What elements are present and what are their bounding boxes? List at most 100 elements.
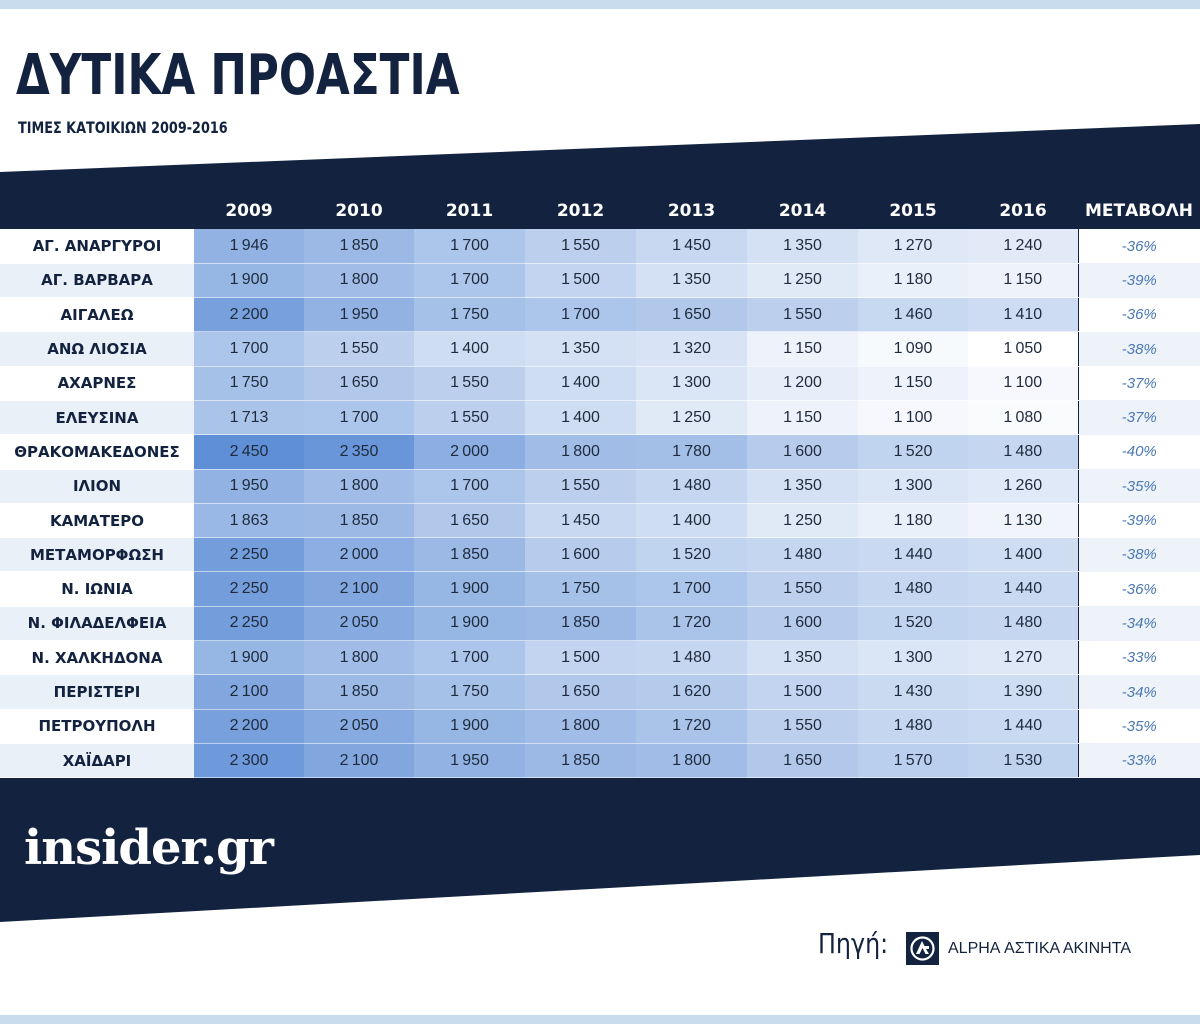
table-row: Ν. ΙΩΝΙΑ 2 250 2 100 1 900 1 750 1 700 1 550 1 …	[0, 571, 1200, 607]
price-table: 2009 2010 2011 2012 2013 2014 2015 2016 ΜΕΤΑΒΟΛΗ…	[0, 193, 1200, 779]
price-cell: 1 480	[968, 606, 1078, 642]
price-cell: 1 270	[858, 229, 968, 264]
price-cell: 1 150	[968, 263, 1078, 299]
suburb-name: ΠΕΡΙΣΤΕΡΙ	[0, 674, 194, 710]
price-cell: 1 400	[968, 537, 1078, 573]
header-band	[0, 124, 1200, 230]
price-cell: 2 450	[194, 434, 304, 470]
price-cell: 1 800	[636, 743, 747, 779]
suburb-name: ΑΓ. ΒΑΡΒΑΡΑ	[0, 263, 194, 299]
column-header: 2011	[445, 201, 494, 221]
footer-band	[0, 775, 1200, 922]
page-title: ΔΥΤΙΚΑ ΠΡΟΑΣΤΙΑ	[16, 43, 460, 108]
price-cell: 1 650	[747, 743, 858, 779]
price-cell: 1 500	[525, 263, 636, 299]
price-cell: 1 950	[414, 743, 525, 779]
brand-logo: insider.gr	[24, 820, 274, 876]
price-cell: 1 410	[968, 297, 1078, 333]
column-header: 2016	[999, 201, 1047, 221]
price-cell: 1 180	[858, 263, 968, 299]
price-cell: 1 100	[858, 400, 968, 436]
price-cell: 2 300	[194, 743, 304, 779]
price-cell: 1 550	[525, 469, 636, 504]
change-cell: -33%	[1077, 640, 1200, 675]
price-cell: 1 480	[636, 640, 747, 676]
change-cell: -37%	[1077, 366, 1200, 401]
change-column-header: ΜΕΤΑΒΟΛΗ	[1084, 201, 1194, 221]
price-cell: 1 480	[636, 469, 747, 504]
change-cell: -36%	[1077, 297, 1200, 332]
suburb-name: ΑΓ. ΑΝΑΡΓΥΡΟΙ	[0, 229, 194, 264]
price-cell: 1 800	[304, 640, 414, 676]
price-cell: 1 520	[858, 606, 968, 642]
price-cell: 1 150	[747, 400, 858, 436]
price-cell: 2 250	[194, 571, 304, 607]
change-cell: -40%	[1077, 434, 1200, 470]
suburb-name: ΑΙΓΑΛΕΩ	[0, 297, 194, 333]
price-cell: 1 350	[747, 469, 858, 504]
price-cell: 1 550	[747, 571, 858, 607]
price-cell: 1 350	[525, 331, 636, 367]
price-cell: 1 320	[636, 331, 747, 367]
price-cell: 1 550	[304, 331, 414, 367]
change-cell: -38%	[1077, 537, 1200, 572]
price-cell: 1 650	[304, 366, 414, 401]
source-name: ALPHA ΑΣΤΙΚΑ ΑΚΙΝΗΤΑ	[948, 940, 1131, 957]
price-cell: 1 800	[525, 709, 636, 744]
price-cell: 1 480	[858, 709, 968, 744]
price-cell: 1 460	[858, 297, 968, 333]
price-cell: 1 250	[747, 263, 858, 299]
price-cell: 1 550	[747, 297, 858, 333]
price-cell: 2 350	[304, 434, 414, 470]
price-cell: 1 350	[747, 229, 858, 264]
table-row: ΑΓ. ΒΑΡΒΑΡΑ 1 900 1 800 1 700 1 500 1 350 1 25…	[0, 263, 1200, 299]
price-cell: 1 090	[858, 331, 968, 367]
table-row: ΑΙΓΑΛΕΩ 2 200 1 950 1 750 1 700 1 650 1 550 1 4…	[0, 297, 1200, 333]
price-cell: 1 400	[414, 331, 525, 367]
price-cell: 1 440	[858, 537, 968, 573]
price-cell: 2 050	[304, 709, 414, 744]
price-cell: 2 000	[414, 434, 525, 470]
price-cell: 1 050	[968, 331, 1078, 367]
price-cell: 1 850	[304, 229, 414, 264]
price-cell: 1 800	[304, 263, 414, 299]
price-cell: 1 390	[968, 674, 1078, 710]
price-cell: 1 950	[304, 297, 414, 333]
column-header: 2012	[556, 201, 605, 221]
price-cell: 1 550	[414, 366, 525, 401]
suburb-name: ΙΛΙΟΝ	[0, 469, 194, 504]
suburb-name: Ν. ΙΩΝΙΑ	[0, 571, 194, 607]
table-row: ΜΕΤΑΜΟΡΦΩΣΗ 2 250 2 000 1 850 1 600 1 520 1 48…	[0, 537, 1200, 573]
change-cell: -39%	[1077, 263, 1200, 298]
table-row: ΕΛΕΥΣΙΝΑ 1 713 1 700 1 550 1 400 1 250 1 150 1 …	[0, 400, 1200, 436]
table-row: ΑΓ. ΑΝΑΡΓΥΡΟΙ 1 946 1 850 1 700 1 550 1 450 1 …	[0, 229, 1200, 264]
price-cell: 1 620	[636, 674, 747, 710]
suburb-name: ΕΛΕΥΣΙΝΑ	[0, 400, 194, 436]
table-row: ΠΕΡΙΣΤΕΡΙ 2 100 1 850 1 750 1 650 1 620 1 500 1…	[0, 674, 1200, 710]
price-cell: 2 100	[304, 743, 414, 779]
price-cell: 1 863	[194, 503, 304, 539]
price-cell: 1 500	[525, 640, 636, 676]
price-cell: 1 130	[968, 503, 1078, 539]
price-cell: 1 700	[304, 400, 414, 436]
table-row: ΙΛΙΟΝ 1 950 1 800 1 700 1 550 1 480 1 350 1 300…	[0, 469, 1200, 504]
price-cell: 1 850	[304, 503, 414, 539]
price-cell: 2 000	[304, 537, 414, 573]
table-row: Ν. ΦΙΛΑΔΕΛΦΕΙΑ 2 250 2 050 1 900 1 850 1 720 1…	[0, 606, 1200, 642]
page-subtitle: ΤΙΜΕΣ ΚΑΤΟΙΚΙΩΝ 2009-2016	[18, 118, 228, 137]
price-cell: 1 700	[525, 297, 636, 333]
bottom-edge-stripe	[0, 1015, 1200, 1024]
table-row: ΠΕΤΡΟΥΠΟΛΗ 2 200 2 050 1 900 1 800 1 720 1 550…	[0, 709, 1200, 744]
price-cell: 1 550	[525, 229, 636, 264]
top-edge-stripe	[0, 0, 1200, 9]
price-cell: 2 100	[194, 674, 304, 710]
price-cell: 1 780	[636, 434, 747, 470]
price-cell: 1 900	[414, 571, 525, 607]
price-cell: 2 200	[194, 297, 304, 333]
change-cell: -35%	[1077, 709, 1200, 744]
price-cell: 1 100	[968, 366, 1078, 401]
price-cell: 1 300	[858, 640, 968, 676]
price-cell: 1 240	[968, 229, 1078, 264]
price-cell: 1 700	[636, 571, 747, 607]
